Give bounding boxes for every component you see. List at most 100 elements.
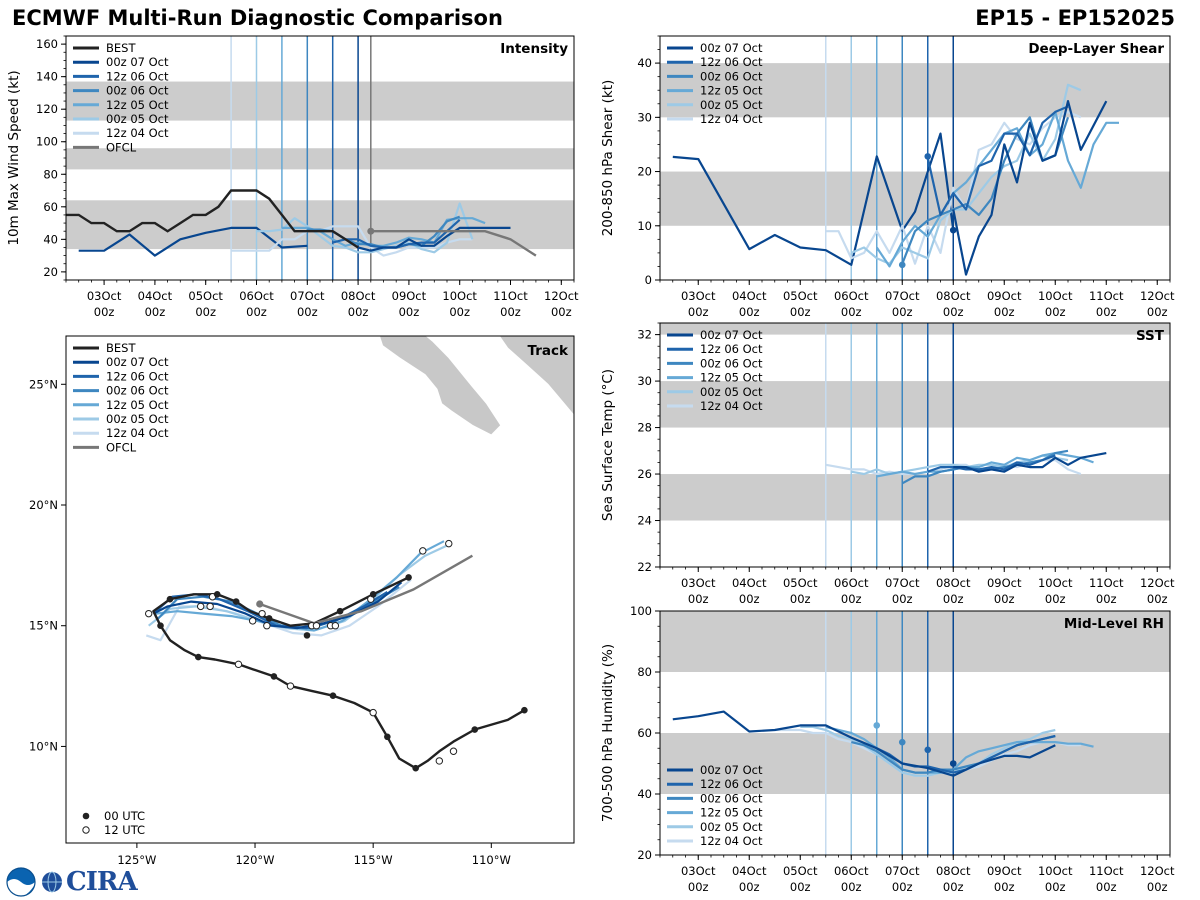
track-best-marker-12utc: [286, 682, 295, 690]
intensity-xtick-hour-6: 00z: [399, 305, 420, 319]
shear-xtick-hour-7: 00z: [1045, 305, 1066, 319]
rh-xtick-hour-8: 00z: [1096, 880, 1117, 894]
rh-legend-label-0: 00z 07 Oct: [700, 763, 763, 777]
shear-xtick-hour-8: 00z: [1096, 305, 1117, 319]
sst-xtick-hour-4: 00z: [892, 592, 913, 606]
rh-series-0: [672, 710, 1056, 777]
rh-series-3: [825, 725, 1094, 774]
shear-xtick-hour-4: 00z: [892, 305, 913, 319]
intensity-legend-label-4: 12z 05 Oct: [106, 98, 169, 112]
sst-panel-title: SST: [1136, 328, 1165, 344]
mexico-landmass: [498, 336, 574, 417]
intensity-xtick-day-7: 10Oct: [442, 289, 477, 303]
rh-band-1: [660, 611, 1170, 672]
sst-ytick-label-4: 30: [637, 374, 652, 388]
intensity-legend-label-6: 12z 04 Oct: [106, 126, 169, 140]
globe-emblem-icon: [42, 871, 62, 893]
intensity-best-line: [66, 189, 359, 249]
shear-ytick-label-0: 0: [645, 273, 652, 287]
shear-xtick-hour-3: 00z: [841, 305, 862, 319]
sst-xtick-hour-2: 00z: [790, 592, 811, 606]
intensity-ytick-label-0: 20: [43, 265, 58, 279]
track-best-marker-00utc: [369, 591, 377, 598]
shear-band-1: [660, 63, 1170, 118]
intensity-ytick-label-2: 60: [43, 200, 58, 214]
rh-legend-label-3: 12z 05 Oct: [700, 806, 763, 820]
rh-xtick-day-9: 12Oct: [1140, 864, 1175, 878]
shear-init-marker-1: [924, 153, 932, 160]
track-best-marker-12utc: [369, 708, 377, 717]
rh-ytick-label-4: 100: [630, 604, 652, 618]
sst-legend-label-5: 12z 04 Oct: [700, 399, 763, 413]
intensity-series-6: [78, 226, 308, 257]
intensity-xtick-hour-2: 00z: [195, 305, 216, 319]
track-legend-label-12: 12 UTC: [104, 823, 145, 837]
shear-legend-label-1: 12z 06 Oct: [700, 55, 763, 69]
track-best-marker-00utc: [412, 764, 419, 772]
baja-landmass: [378, 336, 502, 436]
rh-xtick-day-8: 11Oct: [1089, 864, 1124, 878]
shear-series-6: [672, 132, 955, 266]
sst-xtick-hour-9: 00z: [1147, 592, 1168, 606]
sst-xtick-day-6: 09Oct: [987, 576, 1022, 590]
shear-xtick-hour-5: 00z: [943, 305, 964, 319]
rh-init-marker-2: [898, 738, 906, 746]
rh-init-marker-1: [924, 746, 932, 754]
track-xtick-label-2: 115°W: [354, 853, 393, 867]
track-ytick-label-2: 20°N: [29, 498, 58, 512]
intensity-series-5: [231, 225, 473, 257]
shear-panel-title: Deep-Layer Shear: [1028, 41, 1164, 57]
shear-series-0: [952, 99, 1108, 276]
rh-band-0: [660, 733, 1170, 794]
sst-xtick-day-4: 07Oct: [885, 576, 920, 590]
sst-legend-label-4: 00z 05 Oct: [700, 385, 763, 399]
intensity-band-1: [66, 148, 574, 170]
intensity-band-2: [66, 81, 574, 121]
sst-xtick-day-3: 06Oct: [834, 576, 869, 590]
sst-xtick-hour-5: 00z: [943, 592, 964, 606]
track-run-marker-12utc: [331, 622, 340, 630]
rh-init-marker-3: [873, 722, 881, 729]
track-legend-label-2: 12z 06 Oct: [106, 369, 169, 383]
rh-xtick-hour-1: 00z: [739, 880, 760, 894]
shear-legend-label-4: 00z 05 Oct: [700, 98, 763, 112]
intensity-xtick-day-2: 05Oct: [188, 289, 223, 303]
sst-xtick-hour-6: 00z: [994, 592, 1015, 606]
rh-ytick-label-3: 80: [637, 665, 652, 679]
rh-legend-label-5: 12z 04 Oct: [700, 834, 763, 848]
shear-xtick-day-8: 11Oct: [1089, 289, 1124, 303]
intensity-xtick-day-4: 07Oct: [290, 289, 325, 303]
rh-legend-label-2: 00z 06 Oct: [700, 791, 763, 805]
intensity-ofcl-marker: [367, 227, 375, 235]
track-best-marker-00utc: [384, 733, 391, 741]
intensity-legend-label-0: BEST: [106, 41, 136, 55]
sst-xtick-day-5: 08Oct: [936, 576, 971, 590]
shear-ylabel: 200-850 hPa Shear (kt): [600, 80, 616, 237]
shear-legend-label-0: 00z 07 Oct: [700, 41, 763, 55]
intensity-series-0: [357, 226, 511, 252]
sst-ytick-label-1: 24: [637, 514, 652, 528]
shear-xtick-day-6: 09Oct: [987, 289, 1022, 303]
intensity-ytick-label-7: 160: [36, 37, 58, 51]
track-best-marker-00utc: [336, 607, 344, 615]
shear-xtick-hour-6: 00z: [994, 305, 1015, 319]
sst-xtick-hour-1: 00z: [739, 592, 760, 606]
shear-panel: 0 10 20 30 40 03Oct 00z 04Oct 00z 05Oct 00z 06Oct 00…: [600, 35, 1175, 319]
track-plot-area: [144, 336, 574, 772]
track-best-marker-00utc: [303, 632, 311, 639]
shear-xtick-day-5: 08Oct: [936, 289, 971, 303]
shear-xtick-day-3: 06Oct: [834, 289, 869, 303]
sst-plot-area: [660, 323, 1170, 567]
shear-xtick-hour-2: 00z: [790, 305, 811, 319]
rh-xtick-day-0: 03Oct: [681, 864, 716, 878]
track-legend-marker-00: [82, 812, 90, 820]
rh-xtick-hour-0: 00z: [688, 880, 709, 894]
intensity-ytick-label-3: 80: [43, 167, 58, 181]
intensity-legend-label-3: 00z 06 Oct: [106, 84, 169, 98]
track-best-marker-12utc: [234, 660, 243, 669]
sst-xtick-day-0: 03Oct: [681, 576, 716, 590]
shear-legend-label-3: 12z 05 Oct: [700, 84, 763, 98]
rh-xtick-hour-5: 00z: [943, 880, 964, 894]
rh-legend-label-4: 00z 05 Oct: [700, 820, 763, 834]
